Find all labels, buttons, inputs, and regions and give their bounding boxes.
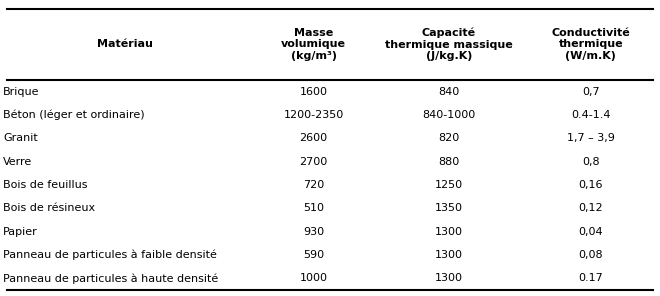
Text: 880: 880 <box>438 157 459 167</box>
Text: Papier: Papier <box>3 227 38 237</box>
Text: Granit: Granit <box>3 133 38 143</box>
Text: 1300: 1300 <box>435 250 463 260</box>
Text: 2700: 2700 <box>300 157 327 167</box>
Text: Capacité
thermique massique
(J/kg.K): Capacité thermique massique (J/kg.K) <box>385 28 513 61</box>
Text: Béton (léger et ordinaire): Béton (léger et ordinaire) <box>3 110 145 120</box>
Text: Panneau de particules à faible densité: Panneau de particules à faible densité <box>3 250 217 260</box>
Text: 1,7 – 3,9: 1,7 – 3,9 <box>567 133 614 143</box>
Text: 1300: 1300 <box>435 274 463 283</box>
Text: 510: 510 <box>303 203 324 213</box>
Text: 0,08: 0,08 <box>578 250 603 260</box>
Text: 930: 930 <box>303 227 324 237</box>
Text: 840-1000: 840-1000 <box>422 110 475 120</box>
Text: 1200-2350: 1200-2350 <box>283 110 344 120</box>
Text: 0,12: 0,12 <box>578 203 603 213</box>
Text: Verre: Verre <box>3 157 32 167</box>
Text: 840: 840 <box>438 87 459 96</box>
Text: 1300: 1300 <box>435 227 463 237</box>
Text: Bois de feuillus: Bois de feuillus <box>3 180 88 190</box>
Text: Masse
volumique
(kg/m³): Masse volumique (kg/m³) <box>281 28 346 61</box>
Text: 0,8: 0,8 <box>582 157 599 167</box>
Text: Conductivité
thermique
(W/m.K): Conductivité thermique (W/m.K) <box>551 28 630 61</box>
Text: 1000: 1000 <box>300 274 327 283</box>
Text: 590: 590 <box>303 250 324 260</box>
Text: Matériau: Matériau <box>98 39 153 49</box>
Text: 0,16: 0,16 <box>578 180 603 190</box>
Text: 1600: 1600 <box>300 87 327 96</box>
Text: 1350: 1350 <box>435 203 463 213</box>
Text: 0.4-1.4: 0.4-1.4 <box>571 110 610 120</box>
Text: 2600: 2600 <box>300 133 327 143</box>
Text: Panneau de particules à haute densité: Panneau de particules à haute densité <box>3 273 218 284</box>
Text: 0,7: 0,7 <box>582 87 599 96</box>
Text: Bois de résineux: Bois de résineux <box>3 203 96 213</box>
Text: Brique: Brique <box>3 87 40 96</box>
Text: 720: 720 <box>303 180 324 190</box>
Text: 820: 820 <box>438 133 459 143</box>
Text: 0,04: 0,04 <box>578 227 603 237</box>
Text: 0.17: 0.17 <box>578 274 603 283</box>
Text: 1250: 1250 <box>435 180 463 190</box>
